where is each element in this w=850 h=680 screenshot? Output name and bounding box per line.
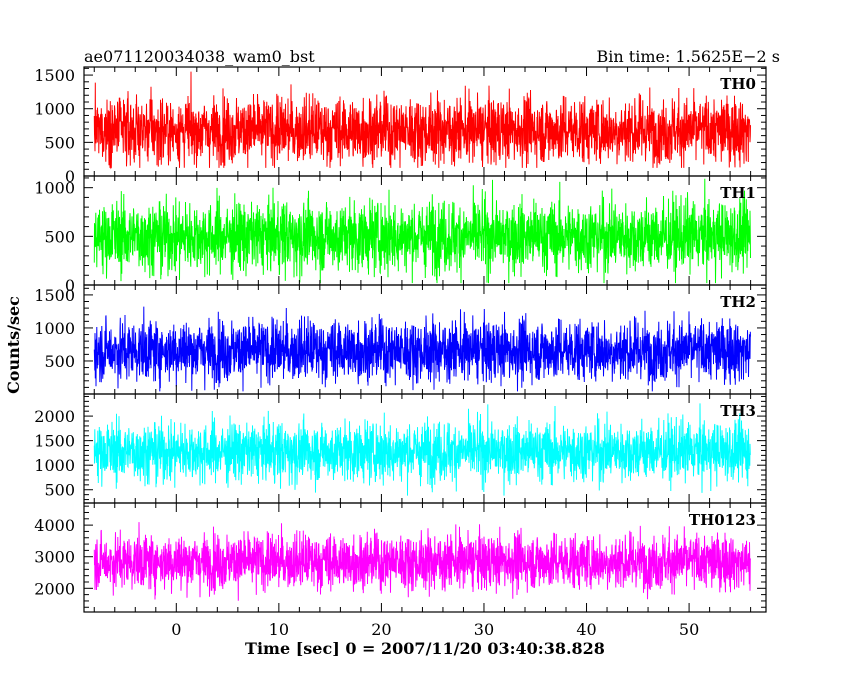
panel-th3: 500 1000 1500 2000 TH3 xyxy=(34,393,767,504)
panel-label-th0123: TH0123 xyxy=(689,511,756,529)
panel-label-th3: TH3 xyxy=(720,402,756,420)
panel-th2: 500 1000 1500 TH2 xyxy=(34,284,767,395)
y-tick-label: 1000 xyxy=(34,456,75,475)
y-tick-label: 500 xyxy=(44,352,75,371)
chart-title-right: Bin time: 1.5625E−2 s xyxy=(597,47,780,66)
panel-label-th2: TH2 xyxy=(720,293,756,311)
series-line-th3 xyxy=(93,403,751,496)
y-tick-label: 1500 xyxy=(34,432,75,451)
x-tick-label: 10 xyxy=(269,620,289,639)
panel-label-th1: TH1 xyxy=(720,184,756,202)
series-line-th0 xyxy=(93,71,751,170)
panel-th0: 0 500 1000 1500 TH0 xyxy=(34,66,767,186)
y-ticks-th0 xyxy=(84,67,766,177)
y-ticks-th0123 xyxy=(84,505,766,608)
panel-frame xyxy=(83,502,767,613)
y-tick-label: 1000 xyxy=(34,100,75,119)
x-ticks-th0 xyxy=(93,67,752,176)
y-tick-label: 4000 xyxy=(34,516,75,535)
x-axis-title: Time [sec] 0 = 2007/11/20 03:40:38.828 xyxy=(245,639,605,658)
y-tick-label: 1000 xyxy=(34,179,75,198)
y-tick-label: 2000 xyxy=(34,579,75,598)
x-tick-label: 30 xyxy=(474,620,494,639)
y-tick-label: 1000 xyxy=(34,319,75,338)
y-tick-label: 500 xyxy=(44,227,75,246)
x-ticks-th0123 xyxy=(93,503,752,612)
x-tick-label: 20 xyxy=(371,620,391,639)
y-tick-label: 2000 xyxy=(34,407,75,426)
x-ticks-th1 xyxy=(93,176,752,285)
x-ticks-th3 xyxy=(93,394,752,503)
y-axis-title: Counts/sec xyxy=(4,296,23,394)
x-tick-label: 0 xyxy=(171,620,181,639)
y-ticks-th3 xyxy=(84,395,766,501)
panel-th1: 0 500 1000 TH1 xyxy=(34,175,767,295)
panel-th0123: 2000 3000 4000 TH0123 xyxy=(34,502,767,613)
y-tick-label: 1500 xyxy=(34,66,75,85)
x-axis: 0 10 20 30 40 50 xyxy=(171,620,699,639)
y-tick-label: 1500 xyxy=(34,286,75,305)
panel-label-th0: TH0 xyxy=(720,75,756,93)
y-ticks-th2 xyxy=(84,287,766,395)
chart-title-left: ae071120034038_wam0_bst xyxy=(84,47,315,66)
x-tick-label: 40 xyxy=(576,620,596,639)
x-ticks-th2 xyxy=(93,285,752,394)
y-tick-label: 3000 xyxy=(34,548,75,567)
y-tick-label: 0 xyxy=(65,276,75,295)
y-tick-label: 500 xyxy=(44,133,75,152)
panels-group: 0 500 1000 1500 TH0 0 500 1000 TH1 500 1000 1500 TH2… xyxy=(34,66,767,613)
y-tick-label: 500 xyxy=(44,481,75,500)
series-line-th1 xyxy=(93,178,751,284)
series-line-th0123 xyxy=(93,522,751,601)
x-tick-label: 50 xyxy=(679,620,699,639)
y-tick-label: 0 xyxy=(65,167,75,186)
series-line-th2 xyxy=(93,306,751,392)
